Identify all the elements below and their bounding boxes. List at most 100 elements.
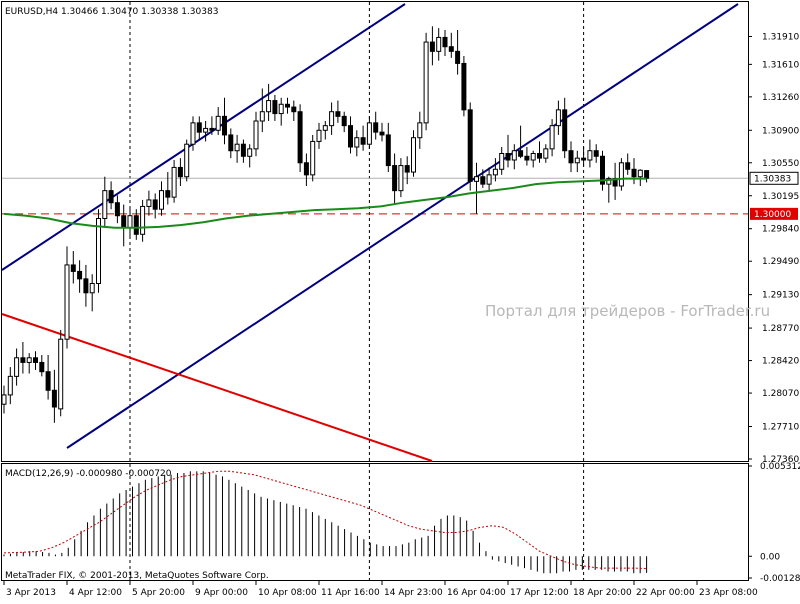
candle (222, 97, 227, 145)
candle (530, 150, 536, 168)
candle (272, 95, 278, 121)
candle-body-bear (51, 389, 57, 408)
candle (644, 170, 650, 183)
price-tick-label: 1.28070 (762, 389, 799, 399)
candle (121, 204, 127, 247)
candle (492, 158, 498, 182)
price-tick-label: 1.27710 (762, 423, 799, 433)
channel-upper-line[interactable] (1, 3, 406, 271)
candle (278, 97, 284, 126)
candle (14, 348, 20, 386)
candle (348, 116, 353, 154)
level-price-label: 1.30000 (754, 210, 791, 220)
candle-body-bull (247, 148, 253, 157)
candle (518, 125, 524, 159)
candle (354, 130, 360, 157)
candle (7, 367, 13, 405)
time-tick-label: 22 Apr 00:00 (636, 588, 695, 598)
candle-body-bear (297, 111, 303, 164)
candle-body-bear (121, 215, 127, 229)
candle (480, 169, 486, 188)
candle-body-bear (644, 170, 650, 179)
candle (127, 206, 133, 238)
candle (379, 122, 385, 142)
candle-body-bull (316, 129, 322, 142)
candle-body-bear (291, 106, 297, 113)
candle (159, 181, 164, 216)
candle (96, 209, 101, 293)
candle (165, 172, 171, 205)
candle (455, 30, 461, 75)
macd-histogram (3, 471, 648, 574)
candle-body-bull (14, 357, 20, 377)
copyright-caption: MetaTrader FIX, © 2001-2013, MetaQuotes … (5, 571, 269, 581)
candle-body-bear (209, 127, 215, 131)
candle-body-bull (329, 111, 335, 127)
candle-body-bear (455, 50, 461, 64)
current-price-label: 1.30383 (754, 174, 791, 184)
candle (190, 116, 196, 151)
candle-body-bear (360, 137, 366, 145)
candle (524, 147, 530, 166)
candle (499, 147, 505, 175)
candle (39, 355, 45, 377)
candle (234, 134, 240, 163)
candle-body-bear (600, 155, 605, 185)
candle (83, 264, 89, 307)
price-axis[interactable]: 1.31910 1.31610 1.31260 1.30900 1.30550 1.301… (748, 33, 799, 466)
time-tick-label: 11 Apr 16:00 (321, 588, 380, 598)
candle-body-bear (385, 134, 391, 167)
candle (259, 88, 265, 133)
candle (423, 32, 429, 131)
candle (612, 162, 618, 200)
candle-body-bull (127, 215, 133, 229)
candle-body-bull (511, 150, 517, 161)
candle (140, 199, 146, 242)
candle (108, 181, 114, 210)
candle (562, 97, 568, 159)
candle (26, 353, 32, 374)
macd-tick-label: -0.00128 (760, 574, 800, 584)
candle (266, 83, 272, 121)
candle-body-bull (215, 115, 221, 131)
candle-body-bull (58, 338, 64, 410)
candle (316, 122, 322, 149)
candle (335, 100, 341, 123)
candle-body-bear (20, 357, 26, 363)
candle-body-bear (45, 371, 51, 391)
watermark-text: Портал для трейдеров - ForTrader.ru (485, 302, 770, 320)
macd-tick-label: 0.005312 (760, 462, 800, 472)
candle (398, 158, 404, 198)
candle (631, 158, 637, 185)
candle-body-bear (272, 100, 278, 115)
candle-body-bull (417, 122, 423, 139)
candle (537, 141, 542, 163)
candle-body-bull (26, 357, 32, 363)
time-axis[interactable]: 3 Apr 2013 4 Apr 12:00 5 Apr 20:00 9 Apr 00… (3, 581, 758, 598)
candle (373, 111, 379, 140)
candle (505, 134, 511, 168)
candle (574, 150, 580, 173)
candle-body-bull (259, 111, 265, 122)
candle-body-bull (64, 264, 70, 340)
candle-body-bear (392, 165, 398, 192)
candle-body-bear (335, 111, 341, 117)
candle (411, 130, 416, 177)
candle (152, 193, 158, 219)
candle-body-bull (530, 153, 536, 161)
candle (303, 153, 309, 186)
red-trend-line[interactable] (1, 313, 433, 462)
price-tick-label: 1.30550 (762, 159, 799, 169)
candle-body-bear (429, 41, 435, 52)
candle-body-bull (606, 178, 612, 185)
candle-body-bull (234, 143, 240, 152)
time-tick-label: 16 Apr 04:00 (447, 588, 506, 598)
candle-body-bear (70, 264, 76, 272)
candle (360, 125, 366, 151)
candle-body-bear (379, 131, 385, 136)
candle (177, 158, 183, 186)
macd-tick-label: 0.00 (760, 552, 780, 562)
candle (133, 209, 139, 240)
